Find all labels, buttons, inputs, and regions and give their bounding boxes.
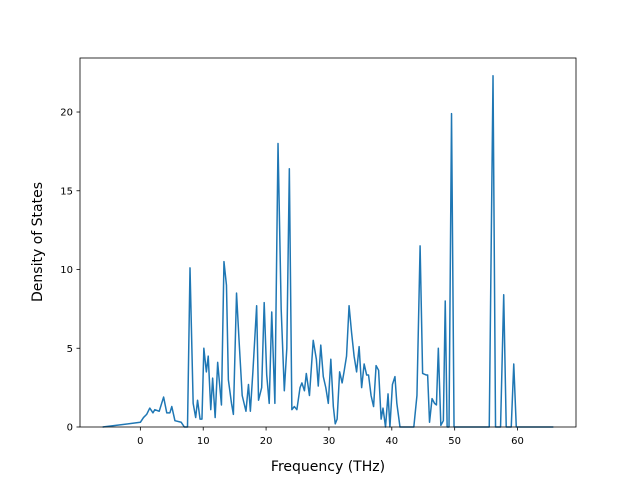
x-tick-label: 10: [197, 436, 210, 447]
x-tick-label: 60: [511, 436, 524, 447]
y-tick-label: 10: [60, 265, 73, 276]
x-tick-label: 30: [323, 436, 336, 447]
x-axis-label: Frequency (THz): [271, 459, 385, 475]
y-tick-label: 5: [67, 344, 73, 355]
x-tick-label: 20: [260, 436, 273, 447]
y-tick-label: 20: [60, 108, 73, 119]
line-series: [102, 75, 554, 428]
y-tick-label: 0: [67, 423, 73, 434]
y-tick-label: 15: [60, 186, 73, 197]
x-tick-label: 0: [137, 436, 143, 447]
plot-frame: [79, 57, 577, 428]
x-tick-label: 50: [448, 436, 461, 447]
y-axis-label: Density of States: [30, 182, 46, 302]
x-tick-label: 40: [385, 436, 398, 447]
